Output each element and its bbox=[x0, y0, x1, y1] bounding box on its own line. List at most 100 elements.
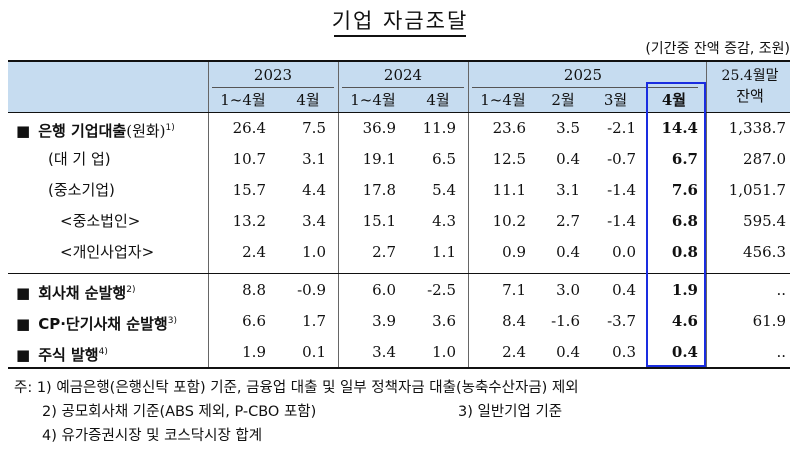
section-divider bbox=[8, 273, 790, 274]
table-cell: 8.4 bbox=[502, 312, 526, 330]
table-cell: 2.7 bbox=[372, 243, 396, 261]
row-label: <중소법인> bbox=[60, 211, 140, 231]
table-cell: 7.1 bbox=[502, 281, 526, 299]
col-sep-2025 bbox=[706, 62, 707, 368]
table-cell: 7.6 bbox=[671, 181, 698, 199]
table-cell: 6.6 bbox=[242, 312, 266, 330]
row-label: (대 기 업) bbox=[48, 149, 111, 169]
table-cell: 3.0 bbox=[556, 281, 580, 299]
table-cell: 0.4 bbox=[556, 243, 580, 261]
table-cell: 0.4 bbox=[556, 343, 580, 361]
table-cell: 0.4 bbox=[556, 150, 580, 168]
row-label: ■ 주식 발행4) bbox=[16, 342, 108, 365]
table-cell: -2.5 bbox=[427, 281, 456, 299]
footnote-4: 4) 유가증권시장 및 코스닥시장 합계 bbox=[42, 428, 263, 444]
table-cell: 10.7 bbox=[232, 150, 266, 168]
table-cell: 4.6 bbox=[671, 312, 698, 330]
table-cell: 0.9 bbox=[502, 243, 526, 261]
table-cell: -3.7 bbox=[607, 312, 636, 330]
table-cell: 2.4 bbox=[502, 343, 526, 361]
footnote-2: 2) 공모회사채 기준(ABS 제외, P-CBO 포함) bbox=[42, 404, 317, 420]
row-label-text: (중소기업) bbox=[48, 181, 115, 199]
table-cell: 11.9 bbox=[422, 119, 456, 137]
row-label: ■ 회사채 순발행2) bbox=[16, 280, 135, 303]
row-label-text: 은행 기업대출 bbox=[38, 122, 127, 140]
table-cell: .. bbox=[776, 343, 786, 361]
table-cell: 23.6 bbox=[492, 119, 526, 137]
table-cell: 1.9 bbox=[671, 281, 698, 299]
table-cell: 1,051.7 bbox=[728, 181, 786, 199]
row-label: ■ 은행 기업대출(원화)1) bbox=[16, 118, 175, 141]
table-cell: 17.8 bbox=[362, 181, 396, 199]
table-cell: 3.1 bbox=[556, 181, 580, 199]
bullet-icon: ■ bbox=[16, 315, 31, 333]
row-label-suffix: (원화) bbox=[126, 122, 166, 140]
table-cell: 4.4 bbox=[302, 181, 326, 199]
table-cell: 595.4 bbox=[743, 212, 786, 230]
table-cell: 0.8 bbox=[671, 243, 698, 261]
table-cell: 0.0 bbox=[612, 243, 636, 261]
footnote-ref: 4) bbox=[98, 347, 108, 357]
page-title: 기업 자금조달 bbox=[331, 9, 469, 33]
table-cell: 1.9 bbox=[242, 343, 266, 361]
table-cell: 3.4 bbox=[372, 343, 396, 361]
table-cell: 0.1 bbox=[302, 343, 326, 361]
table-cell: 15.1 bbox=[362, 212, 396, 230]
table-cell: 2.4 bbox=[242, 243, 266, 261]
table-cell: 6.7 bbox=[671, 150, 698, 168]
col-2025-jan-apr: 1~4월 bbox=[480, 91, 526, 109]
table-cell: 36.9 bbox=[362, 119, 396, 137]
table-cell: 14.4 bbox=[661, 119, 698, 137]
year-2023: 2023 bbox=[253, 66, 293, 84]
table-cell: 13.2 bbox=[232, 212, 266, 230]
table-cell: 2.7 bbox=[556, 212, 580, 230]
footnote-1: 주: 1) 예금은행(은행신탁 포함) 기준, 금융업 대출 및 일부 정책자금… bbox=[14, 380, 579, 396]
table-cell: 456.3 bbox=[743, 243, 786, 261]
col-2025-mar: 3월 bbox=[603, 91, 628, 109]
footnote-ref: 1) bbox=[165, 123, 175, 133]
col-2025-feb: 2월 bbox=[551, 91, 575, 109]
unit-label: (기간중 잔액 증감, 조원) bbox=[645, 41, 790, 57]
table-cell: 15.7 bbox=[232, 181, 266, 199]
table-cell: 0.3 bbox=[612, 343, 636, 361]
table-cell: 1,338.7 bbox=[728, 119, 786, 137]
year-2024: 2024 bbox=[383, 66, 423, 84]
row-label: ■ CP·단기사채 순발행3) bbox=[16, 311, 177, 334]
row-label: (중소기업) bbox=[48, 180, 115, 200]
table-cell: -0.7 bbox=[607, 150, 636, 168]
table-cell: 0.4 bbox=[612, 281, 636, 299]
table-cell: 1.7 bbox=[302, 312, 326, 330]
col-2024-jan-apr: 1~4월 bbox=[350, 91, 396, 109]
col-2024-apr: 4월 bbox=[426, 91, 450, 109]
footnote-3: 3) 일반기업 기준 bbox=[458, 404, 563, 420]
table-top-border bbox=[8, 60, 790, 62]
bullet-icon: ■ bbox=[16, 346, 31, 364]
col-2025-apr: 4월 bbox=[661, 91, 687, 109]
table-cell: 1.0 bbox=[432, 343, 456, 361]
row-label: <개인사업자> bbox=[60, 242, 154, 262]
header-bottom-border bbox=[8, 112, 790, 113]
table-cell: 0.4 bbox=[671, 343, 698, 361]
table-cell: 6.8 bbox=[671, 212, 698, 230]
table-cell: -1.4 bbox=[607, 181, 636, 199]
table-cell: 6.5 bbox=[432, 150, 456, 168]
table-cell: 8.8 bbox=[242, 281, 266, 299]
col-2023-jan-apr: 1~4월 bbox=[220, 91, 266, 109]
row-label-text: 주식 발행 bbox=[38, 346, 99, 364]
bullet-icon: ■ bbox=[16, 284, 31, 302]
table-cell: 26.4 bbox=[232, 119, 266, 137]
table-bottom-border bbox=[8, 367, 790, 369]
table-cell: 7.5 bbox=[302, 119, 326, 137]
row-label-text: <중소법인> bbox=[60, 212, 141, 230]
year-underline-2025 bbox=[472, 87, 698, 88]
table-cell: 4.3 bbox=[432, 212, 456, 230]
col-2023-apr: 4월 bbox=[296, 91, 320, 109]
table-cell: 287.0 bbox=[743, 150, 786, 168]
table-cell: 1.0 bbox=[302, 243, 326, 261]
table-cell: 6.0 bbox=[372, 281, 396, 299]
highlight-apr-2025 bbox=[646, 82, 706, 367]
footnote-ref: 2) bbox=[126, 285, 136, 295]
row-label-text: 회사채 순발행 bbox=[38, 284, 127, 302]
table-cell: 1.1 bbox=[432, 243, 456, 261]
table-cell: -1.6 bbox=[551, 312, 580, 330]
